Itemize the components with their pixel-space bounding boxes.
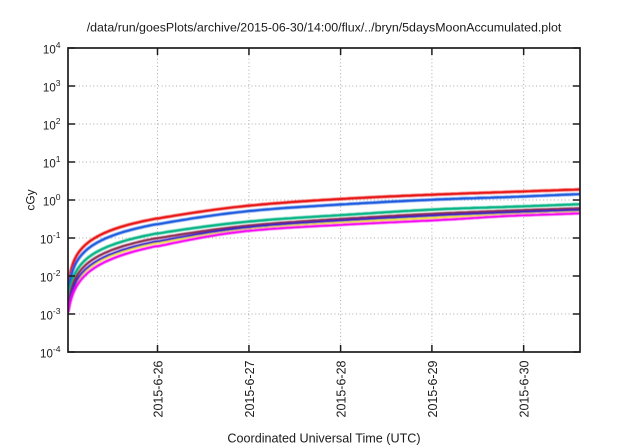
- svg-text:/data/run/goesPlots/archive/20: /data/run/goesPlots/archive/2015-06-30/1…: [87, 21, 562, 35]
- svg-text:2015-6-27: 2015-6-27: [243, 360, 257, 417]
- svg-text:2015-6-26: 2015-6-26: [152, 360, 166, 417]
- svg-text:2015-6-30: 2015-6-30: [518, 360, 532, 417]
- svg-text:2015-6-29: 2015-6-29: [426, 360, 440, 417]
- svg-text:2015-6-28: 2015-6-28: [335, 360, 349, 417]
- svg-text:cGy: cGy: [24, 189, 38, 210]
- svg-text:Coordinated Universal Time (UT: Coordinated Universal Time (UTC): [227, 432, 420, 446]
